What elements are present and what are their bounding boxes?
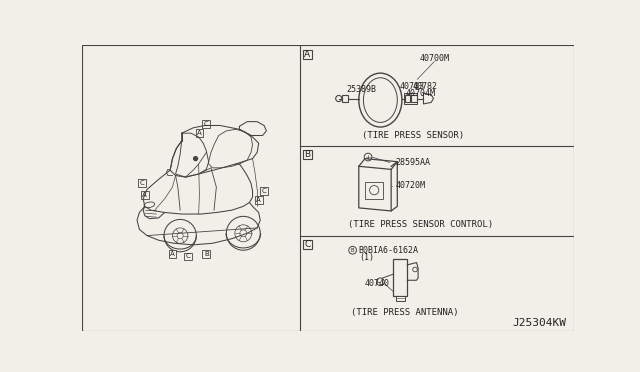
Bar	[202, 120, 210, 128]
Text: (TIRE PRESS SENSOR): (TIRE PRESS SENSOR)	[362, 131, 464, 140]
Circle shape	[349, 246, 356, 254]
Circle shape	[369, 186, 379, 195]
Bar	[405, 96, 410, 102]
Bar	[196, 129, 204, 137]
Bar	[141, 191, 148, 199]
Text: (1): (1)	[359, 253, 374, 262]
Bar	[411, 96, 417, 102]
Bar	[394, 259, 407, 296]
Bar	[303, 240, 312, 250]
Circle shape	[194, 157, 198, 161]
Ellipse shape	[144, 202, 155, 208]
Circle shape	[413, 267, 417, 272]
Text: C: C	[186, 253, 190, 259]
Text: 40703: 40703	[399, 83, 424, 92]
Text: A: A	[197, 130, 202, 136]
Bar	[396, 296, 405, 301]
Text: J25304KW: J25304KW	[513, 318, 566, 328]
Bar	[260, 187, 268, 195]
Bar	[404, 93, 417, 104]
Circle shape	[364, 153, 372, 161]
Bar	[202, 250, 210, 258]
Text: 25389B: 25389B	[346, 85, 376, 94]
Ellipse shape	[359, 73, 402, 127]
Text: 40740: 40740	[364, 279, 389, 288]
Bar	[138, 179, 145, 187]
Text: 40704M: 40704M	[406, 89, 436, 97]
Text: C: C	[304, 240, 310, 249]
Text: A: A	[304, 50, 310, 59]
Text: B: B	[304, 150, 310, 159]
Circle shape	[376, 278, 384, 286]
Text: 40700M: 40700M	[419, 54, 449, 63]
Bar	[168, 250, 176, 258]
Text: C: C	[262, 188, 266, 194]
Text: C: C	[204, 121, 209, 127]
Text: C: C	[140, 180, 144, 186]
Bar	[342, 96, 348, 102]
Text: B: B	[204, 251, 209, 257]
Ellipse shape	[364, 78, 397, 122]
Text: B: B	[351, 248, 355, 253]
Bar	[365, 182, 383, 199]
Text: (TIRE PRESS ANTENNA): (TIRE PRESS ANTENNA)	[351, 308, 459, 317]
Text: A: A	[170, 251, 175, 257]
Text: (TIRE PRESS SENSOR CONTROL): (TIRE PRESS SENSOR CONTROL)	[348, 220, 493, 229]
Bar	[255, 196, 262, 204]
Text: 40782: 40782	[413, 83, 438, 92]
Bar	[303, 150, 312, 159]
Text: A: A	[142, 192, 147, 198]
Bar	[184, 253, 192, 260]
Text: A: A	[257, 197, 261, 203]
Text: B0BIA6-6162A: B0BIA6-6162A	[359, 246, 419, 255]
Text: 40720M: 40720M	[396, 181, 426, 190]
Bar	[303, 50, 312, 59]
Text: 28595AA: 28595AA	[396, 158, 431, 167]
